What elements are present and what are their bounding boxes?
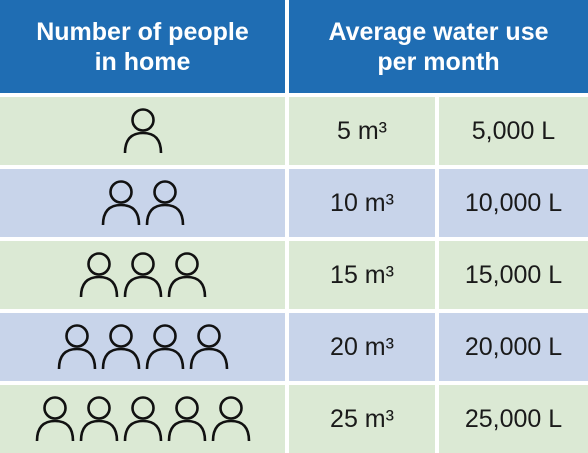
- person-icon: [101, 180, 140, 226]
- header-cell: Number of people in home: [0, 0, 285, 93]
- person-icon: [79, 396, 118, 442]
- cubic-metres: 5 m³: [337, 116, 387, 145]
- cubic-metres: 15 m³: [330, 260, 394, 289]
- person-body: [211, 419, 250, 442]
- person-body: [123, 419, 162, 442]
- person-body: [101, 203, 140, 226]
- people-icons: [123, 108, 162, 154]
- person-head: [196, 324, 221, 348]
- people-cell: [0, 169, 285, 237]
- people-cell: [0, 385, 285, 453]
- volume-cell: 20 m³: [289, 313, 435, 381]
- person-icon: [167, 252, 206, 298]
- person-body: [79, 419, 118, 442]
- person-icon: [211, 396, 250, 442]
- person-icon: [123, 108, 162, 154]
- person-head: [130, 108, 155, 132]
- person-head: [152, 180, 177, 204]
- volume-cell: 10 m³: [289, 169, 435, 237]
- person-body: [167, 275, 206, 298]
- litres-cell: 25,000 L: [439, 385, 588, 453]
- person-body: [123, 275, 162, 298]
- person-head: [86, 252, 111, 276]
- cubic-metres: 25 m³: [330, 404, 394, 433]
- person-icon: [57, 324, 96, 370]
- people-cell: [0, 313, 285, 381]
- people-icons: [57, 324, 228, 370]
- litres-cell: 10,000 L: [439, 169, 588, 237]
- person-icon: [123, 252, 162, 298]
- litres-cell: 15,000 L: [439, 241, 588, 309]
- litres-cell: 5,000 L: [439, 97, 588, 165]
- person-icon: [101, 324, 140, 370]
- person-body: [189, 347, 228, 370]
- person-head: [218, 396, 243, 420]
- litres: 15,000 L: [464, 260, 563, 289]
- person-icon: [35, 396, 74, 442]
- cubic-metres: 10 m³: [330, 188, 394, 217]
- people-cell: [0, 97, 285, 165]
- person-head: [86, 396, 111, 420]
- people-icons: [35, 396, 250, 442]
- person-head: [108, 180, 133, 204]
- person-icon: [145, 180, 184, 226]
- people-icons: [79, 252, 206, 298]
- person-body: [101, 347, 140, 370]
- person-icon: [79, 252, 118, 298]
- cubic-metres: 20 m³: [330, 332, 394, 361]
- litres-cell: 20,000 L: [439, 313, 588, 381]
- header-cell: Average water use per month: [289, 0, 588, 93]
- volume-cell: 5 m³: [289, 97, 435, 165]
- person-head: [174, 396, 199, 420]
- person-head: [108, 324, 133, 348]
- header-text: Average water use per month: [328, 17, 549, 76]
- person-icon: [189, 324, 228, 370]
- person-body: [79, 275, 118, 298]
- header-text: Number of people in home: [36, 17, 249, 76]
- person-body: [57, 347, 96, 370]
- person-head: [152, 324, 177, 348]
- litres: 5,000 L: [471, 116, 556, 145]
- person-icon: [145, 324, 184, 370]
- person-body: [123, 131, 162, 154]
- person-body: [35, 419, 74, 442]
- litres: 20,000 L: [464, 332, 563, 361]
- person-body: [145, 203, 184, 226]
- person-icon: [167, 396, 206, 442]
- person-body: [167, 419, 206, 442]
- person-head: [130, 396, 155, 420]
- volume-cell: 25 m³: [289, 385, 435, 453]
- person-icon: [123, 396, 162, 442]
- person-head: [130, 252, 155, 276]
- person-head: [64, 324, 89, 348]
- person-head: [174, 252, 199, 276]
- volume-cell: 15 m³: [289, 241, 435, 309]
- people-icons: [101, 180, 184, 226]
- litres: 10,000 L: [464, 188, 563, 217]
- people-cell: [0, 241, 285, 309]
- person-head: [42, 396, 67, 420]
- person-body: [145, 347, 184, 370]
- litres: 25,000 L: [464, 404, 563, 433]
